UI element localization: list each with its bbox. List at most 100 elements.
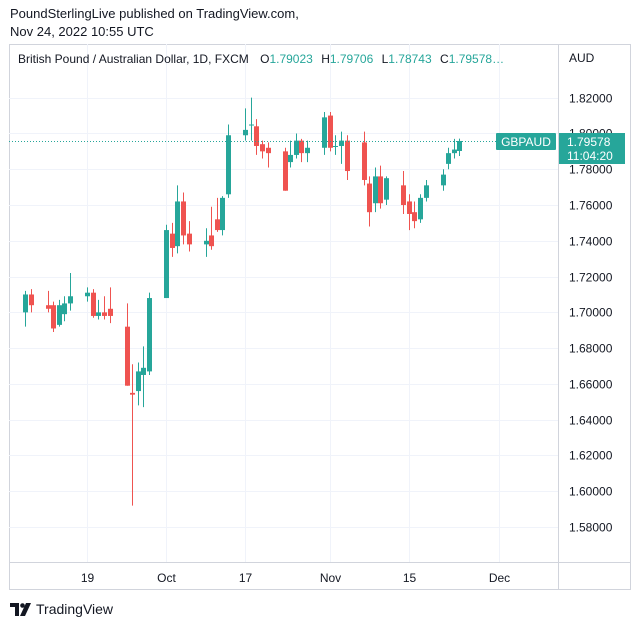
candle[interactable] — [401, 171, 406, 214]
candle-body — [243, 129, 248, 136]
candle-body — [378, 176, 383, 204]
candle[interactable] — [294, 133, 299, 159]
candle-body — [294, 140, 299, 155]
candle[interactable] — [418, 194, 423, 223]
candle[interactable] — [328, 111, 333, 152]
currency-label: AUD — [569, 51, 595, 65]
candle[interactable] — [424, 179, 429, 202]
candle[interactable] — [68, 273, 73, 311]
candle[interactable] — [170, 222, 175, 257]
candle[interactable] — [305, 140, 310, 163]
price-tick-label: 1.58000 — [569, 521, 613, 535]
candle[interactable] — [175, 185, 180, 254]
candle[interactable] — [187, 221, 192, 252]
price-tick-label: 1.82000 — [569, 92, 613, 106]
low-label: L — [381, 52, 389, 66]
candle[interactable] — [57, 299, 62, 327]
candle-body — [373, 176, 378, 204]
candle[interactable] — [29, 289, 34, 313]
candle-body — [226, 135, 231, 195]
candle[interactable] — [215, 197, 220, 232]
candle[interactable] — [412, 201, 417, 229]
chart-legend: British Pound / Australian Dollar, 1D, F… — [18, 52, 509, 66]
candle-body — [452, 149, 457, 154]
candle[interactable] — [378, 165, 383, 209]
candle[interactable] — [384, 176, 389, 206]
candle[interactable] — [362, 131, 367, 186]
candle-body — [305, 147, 310, 154]
candle-body — [91, 292, 96, 316]
candle[interactable] — [141, 346, 146, 408]
candle[interactable] — [181, 192, 186, 245]
candle-body — [441, 174, 446, 186]
candle-body — [339, 140, 344, 146]
price-tick-label: 1.68000 — [569, 342, 613, 356]
candle[interactable] — [373, 167, 378, 213]
footer-brand[interactable]: TradingView — [10, 598, 113, 620]
candle[interactable] — [339, 131, 344, 164]
candle-body — [204, 240, 209, 245]
candle[interactable] — [130, 364, 135, 506]
candle[interactable] — [345, 135, 350, 180]
candle[interactable] — [136, 362, 141, 406]
candle[interactable] — [96, 299, 101, 320]
candle-body — [51, 305, 56, 329]
candle-body — [345, 140, 350, 172]
candle-body — [125, 326, 130, 386]
candle[interactable] — [62, 296, 67, 322]
candle[interactable] — [46, 290, 51, 313]
publish-date: Nov 24, 2022 10:55 UTC — [10, 24, 154, 39]
candle[interactable] — [441, 169, 446, 191]
candle[interactable] — [91, 289, 96, 318]
candle[interactable] — [283, 147, 288, 191]
candle-body — [102, 312, 107, 316]
candle[interactable] — [125, 303, 130, 386]
candle-body — [164, 230, 169, 299]
candle-body — [108, 308, 113, 316]
candle[interactable] — [299, 138, 304, 163]
candle-body — [175, 201, 180, 247]
candle[interactable] — [204, 228, 209, 257]
candle-body — [362, 142, 367, 180]
candle[interactable] — [147, 292, 152, 375]
candle[interactable] — [407, 194, 412, 231]
candle[interactable] — [446, 147, 451, 170]
price-tick-label: 1.74000 — [569, 235, 613, 249]
time-tick-label: Oct — [157, 571, 176, 585]
candle[interactable] — [260, 140, 265, 159]
candle[interactable] — [85, 287, 90, 302]
publisher-line: PoundSterlingLive published on TradingVi… — [10, 6, 299, 21]
chart-frame — [9, 44, 631, 590]
candles — [23, 97, 462, 506]
candle[interactable] — [254, 119, 259, 155]
candle[interactable] — [164, 224, 169, 299]
symbol-name[interactable]: British Pound / Australian Dollar, 1D, F… — [18, 52, 249, 66]
candle[interactable] — [23, 290, 28, 327]
candle[interactable] — [288, 140, 293, 168]
candle[interactable] — [367, 176, 372, 227]
candle-body — [23, 294, 28, 313]
price-tick-label: 1.70000 — [569, 306, 613, 320]
candle[interactable] — [266, 142, 271, 168]
candle[interactable] — [102, 296, 107, 320]
candlestick-chart[interactable]: AUD 1.820001.800001.780001.760001.740001… — [9, 44, 631, 590]
candle[interactable] — [108, 287, 113, 324]
candle[interactable] — [322, 111, 327, 155]
price-tag-countdown: 11:04:20 — [567, 149, 613, 163]
candle[interactable] — [243, 108, 248, 141]
candle[interactable] — [249, 97, 254, 141]
candle-body — [283, 151, 288, 191]
candle-body — [424, 185, 429, 198]
candle-body — [130, 392, 135, 395]
candle[interactable] — [452, 138, 457, 159]
candle[interactable] — [333, 135, 338, 155]
candle-body — [209, 235, 214, 247]
candle-body — [170, 233, 175, 248]
candle[interactable] — [220, 196, 225, 236]
candle[interactable] — [51, 301, 56, 333]
time-tick-label: 19 — [81, 571, 95, 585]
candle[interactable] — [209, 206, 214, 250]
candle[interactable] — [226, 124, 231, 198]
time-tick-label: Dec — [489, 571, 510, 585]
symbol-tag — [496, 133, 556, 150]
